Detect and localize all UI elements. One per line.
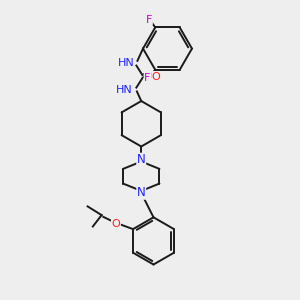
Text: O: O: [112, 219, 120, 229]
Text: N: N: [137, 186, 146, 199]
Text: N: N: [137, 153, 146, 166]
Text: O: O: [152, 72, 161, 82]
Text: F: F: [144, 73, 151, 83]
Text: F: F: [146, 14, 152, 25]
Text: HN: HN: [118, 58, 134, 68]
Text: HN: HN: [116, 85, 133, 95]
